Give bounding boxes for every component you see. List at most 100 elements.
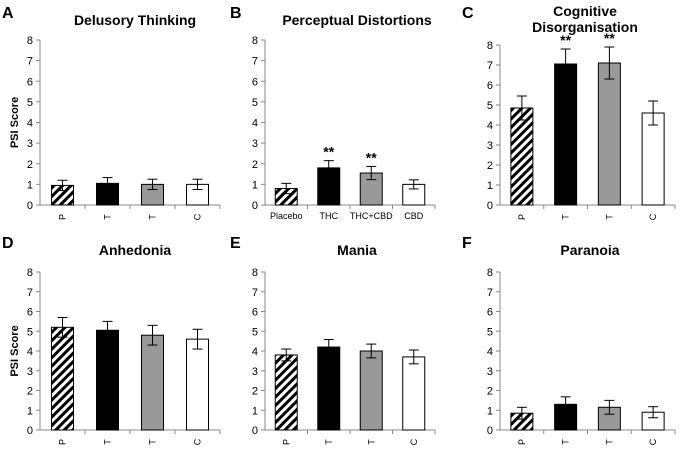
category-label: P (58, 439, 68, 445)
y-axis-label: PSI Score (9, 97, 21, 148)
y-tick-label: 6 (487, 307, 493, 319)
y-tick-label: 4 (252, 118, 258, 130)
y-tick-label: 6 (27, 76, 33, 88)
y-tick-label: 3 (487, 366, 493, 378)
bar (359, 350, 383, 431)
y-tick-label: 4 (487, 120, 493, 132)
y-tick-label: 2 (487, 160, 493, 172)
y-tick-label: 0 (252, 200, 258, 212)
category-label: T (561, 214, 571, 220)
category-label: C (409, 438, 419, 445)
panel-letter: F (462, 235, 472, 252)
y-tick-label: 0 (252, 425, 258, 437)
panel-d: D Anhedonia 0 1 2 3 4 5 6 7 8 PSI Score P T T C (2, 235, 221, 445)
panel-letter: D (2, 235, 14, 252)
y-tick-label: 1 (27, 179, 33, 191)
y-tick-label: 1 (487, 405, 493, 417)
panel-f: F Paranoia 0 1 2 3 4 5 6 7 8 P T T C (462, 235, 676, 445)
category-label: T (561, 439, 571, 445)
y-tick-label: 3 (252, 138, 258, 150)
category-label: THC (320, 211, 339, 221)
y-tick-label: 1 (252, 179, 258, 191)
category-label: T (148, 214, 158, 220)
panel-e: E Mania 0 1 2 3 4 5 6 7 8 P T T C (230, 235, 436, 445)
y-tick-label: 3 (27, 366, 33, 378)
category-label: C (648, 438, 658, 445)
y-tick-label: 3 (27, 138, 33, 150)
y-tick-label: 1 (487, 180, 493, 192)
panel-title: Delusory Thinking (74, 12, 196, 28)
bar (641, 112, 665, 206)
bar (51, 326, 74, 431)
y-tick-label: 7 (252, 287, 258, 299)
y-tick-label: 5 (252, 326, 258, 338)
bar (141, 334, 164, 431)
category-label: C (193, 438, 203, 445)
y-tick-label: 2 (252, 386, 258, 398)
y-tick-label: 1 (252, 405, 258, 417)
y-tick-label: 5 (487, 100, 493, 112)
y-tick-label: 8 (487, 267, 493, 279)
category-label: THC+CBD (350, 211, 393, 221)
bar (274, 354, 298, 431)
y-tick-label: 4 (252, 346, 258, 358)
y-tick-label: 7 (487, 287, 493, 299)
category-label: T (366, 439, 376, 445)
y-tick-label: 6 (487, 80, 493, 92)
significance-marker: ** (560, 32, 571, 48)
y-tick-label: 0 (487, 425, 493, 437)
y-tick-label: 3 (487, 140, 493, 152)
y-tick-label: 6 (252, 307, 258, 319)
panel-title: Mania (337, 242, 377, 258)
y-tick-label: 5 (252, 97, 258, 109)
bar (317, 346, 341, 431)
panel-title: Anhedonia (99, 242, 172, 258)
category-label: T (103, 214, 113, 220)
y-tick-label: 2 (27, 159, 33, 171)
bar (96, 329, 119, 431)
category-label: T (604, 214, 614, 220)
y-tick-label: 4 (27, 118, 33, 130)
y-tick-label: 8 (252, 267, 258, 279)
y-tick-label: 0 (27, 200, 33, 212)
category-label: P (517, 439, 527, 445)
y-tick-label: 7 (487, 60, 493, 72)
panel-letter: B (230, 5, 242, 22)
y-tick-label: 7 (252, 56, 258, 68)
panel-letter: A (2, 5, 14, 22)
y-tick-label: 0 (27, 425, 33, 437)
category-label: T (604, 439, 614, 445)
y-tick-label: 7 (27, 287, 33, 299)
panel-title: Cognitive (553, 3, 617, 19)
y-tick-label: 8 (27, 35, 33, 47)
y-tick-label: 5 (27, 326, 33, 338)
category-label: P (58, 214, 68, 220)
y-axis-label: PSI Score (9, 325, 21, 376)
y-tick-label: 5 (27, 97, 33, 109)
y-tick-label: 6 (252, 76, 258, 88)
y-tick-label: 8 (487, 40, 493, 52)
significance-marker: ** (366, 149, 377, 165)
category-label: P (517, 214, 527, 220)
significance-marker: ** (323, 144, 334, 160)
category-label: C (648, 213, 658, 220)
y-tick-label: 8 (27, 267, 33, 279)
y-tick-label: 2 (27, 386, 33, 398)
category-label: P (281, 439, 291, 445)
category-label: T (148, 439, 158, 445)
category-label: T (103, 439, 113, 445)
y-tick-label: 0 (487, 200, 493, 212)
y-tick-label: 4 (487, 346, 493, 358)
y-tick-label: 6 (27, 307, 33, 319)
bar (186, 338, 209, 431)
y-tick-label: 2 (252, 159, 258, 171)
significance-marker: ** (604, 30, 615, 46)
category-label: Placebo (270, 211, 303, 221)
panel-title: Paranoia (560, 242, 619, 258)
bar (597, 62, 621, 206)
panel-a: A Delusory Thinking 0 1 2 3 4 5 6 7 8 PSI Score P T T C (2, 5, 221, 220)
panel-letter: C (462, 5, 474, 22)
y-tick-label: 5 (487, 326, 493, 338)
